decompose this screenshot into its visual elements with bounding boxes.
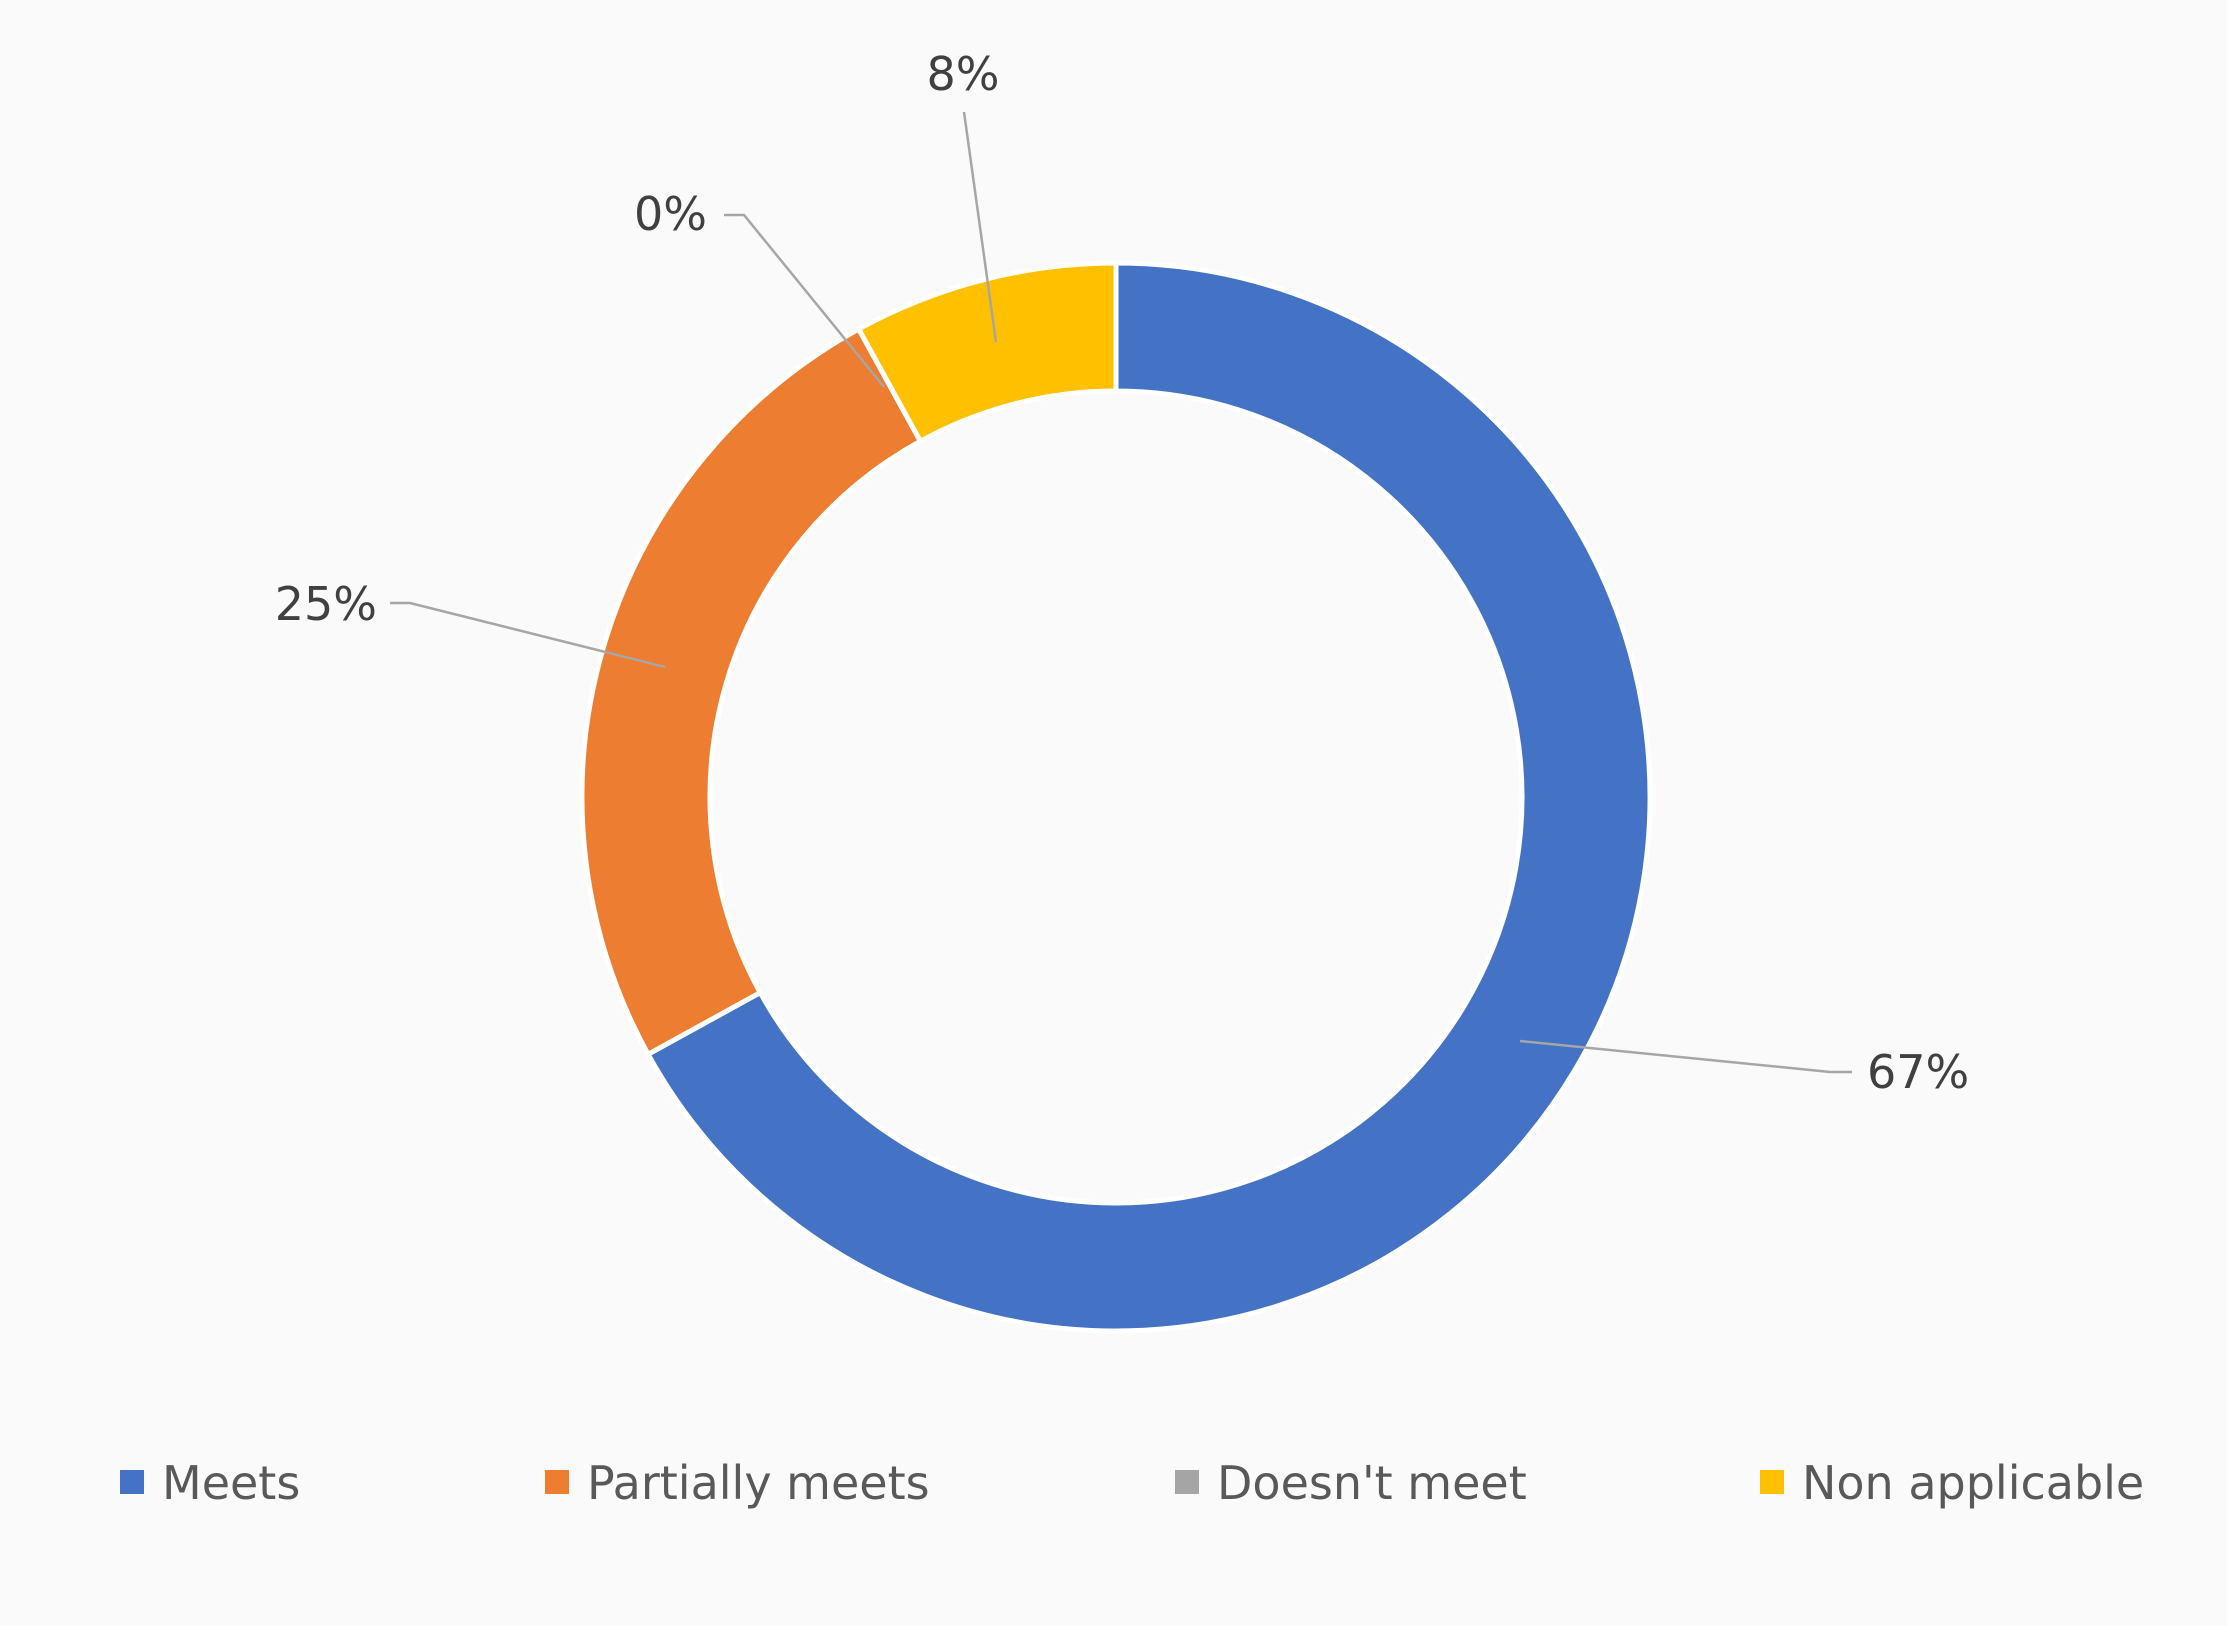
data-label-partially-meets: 25% xyxy=(275,577,377,631)
legend-swatch-meets xyxy=(120,1470,144,1494)
legend-label-partially-meets: Partially meets xyxy=(587,1456,930,1510)
legend-label-non-applicable: Non applicable xyxy=(1802,1456,2144,1510)
leader-line-partially-meets xyxy=(390,601,666,669)
data-label-non-applicable: 8% xyxy=(927,47,1000,101)
legend-label-doesn-t-meet: Doesn't meet xyxy=(1217,1456,1527,1510)
slice-partially-meets xyxy=(579,325,924,1058)
data-labels: 67% 25% 0% 8% xyxy=(275,47,1970,1099)
legend-swatch-non-applicable xyxy=(1760,1470,1784,1494)
leader-line-non-applicable xyxy=(962,111,998,343)
legend-label-meets: Meets xyxy=(162,1456,300,1510)
legend-swatch-doesn-t-meet xyxy=(1175,1470,1199,1494)
leader-lines xyxy=(390,111,1852,1074)
legend-swatch-partially-meets xyxy=(545,1470,569,1494)
leader-line-doesn-t-meet xyxy=(724,213,885,388)
leader-line-meets xyxy=(1519,1039,1852,1074)
slice-meets xyxy=(644,260,1653,1334)
slice-non-applicable xyxy=(855,260,1119,445)
data-label-doesn-t-meet: 0% xyxy=(634,187,707,241)
doughnut-slices xyxy=(579,260,1653,1334)
legend: Meets Partially meets Doesn't meet Non appl… xyxy=(120,1456,2144,1510)
data-label-meets: 67% xyxy=(1867,1045,1969,1099)
